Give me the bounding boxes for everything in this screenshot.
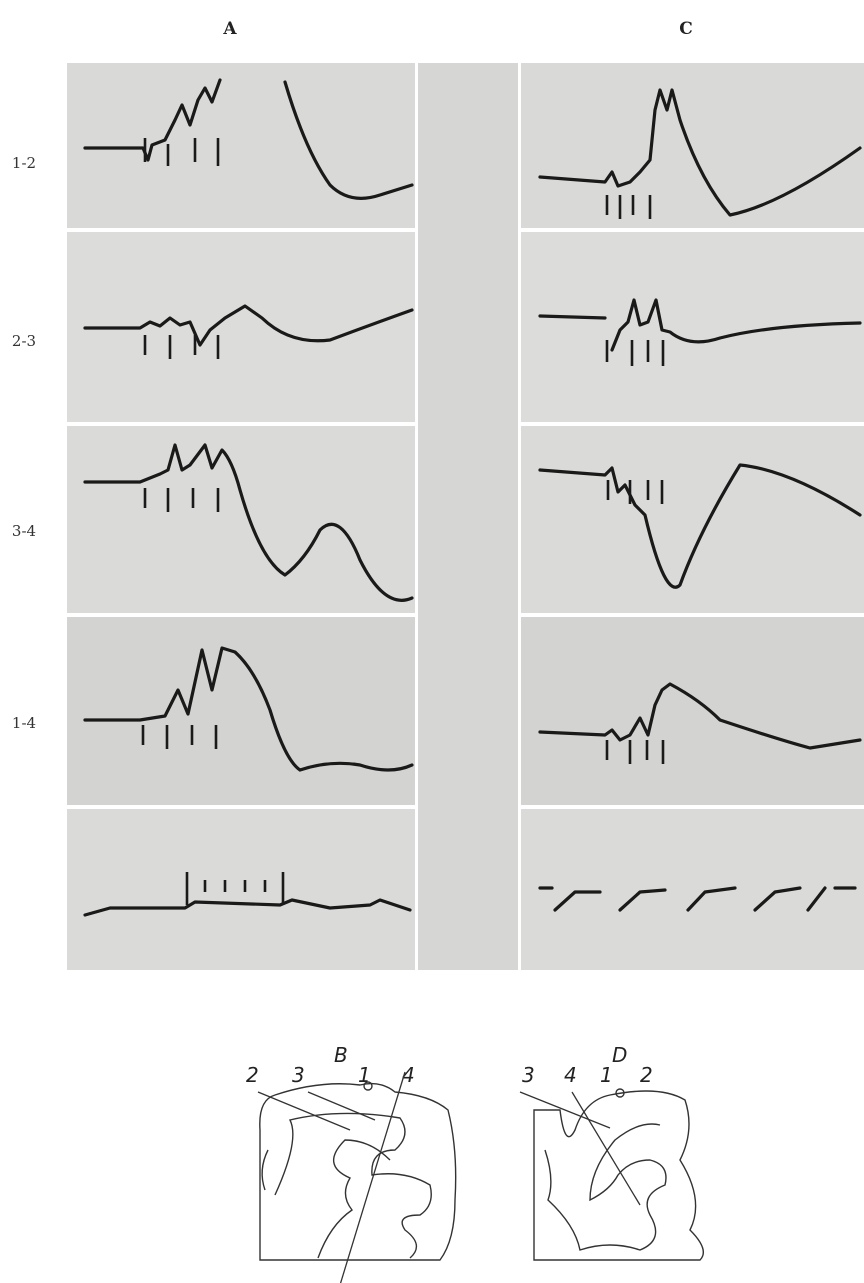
electrode-track [307, 1091, 376, 1121]
trace [83, 78, 222, 162]
trace [283, 80, 414, 200]
electrode-track [519, 1091, 611, 1129]
trace-panel [521, 63, 864, 228]
electrode-label: 4 [564, 1063, 577, 1087]
electrode-track [571, 1091, 641, 1206]
row-label: 2-3 [12, 332, 36, 350]
diagram-outline [259, 1082, 457, 1261]
electrode-label: 1 [358, 1063, 371, 1087]
diagram-outline [317, 1139, 391, 1259]
electrode-track [257, 1091, 351, 1131]
trace [538, 298, 862, 352]
trace-panel [521, 617, 864, 805]
diagram-outline [533, 1090, 704, 1261]
trace-panel [67, 617, 415, 805]
diagram-outline [274, 1112, 432, 1259]
electrode-tip [615, 1088, 625, 1098]
trace [538, 682, 862, 750]
electrode-label: 3 [292, 1063, 305, 1087]
trace-panel [521, 426, 864, 613]
diagram-outline [261, 1149, 269, 1191]
electrode-label: 2 [640, 1063, 653, 1087]
row-label: 1-2 [12, 154, 36, 172]
electrode-label: 3 [522, 1063, 535, 1087]
trace-panel [521, 809, 864, 970]
column-label: A [222, 19, 237, 39]
trace-panel [67, 809, 415, 970]
trace-panel [67, 63, 415, 228]
diagram-label: D [612, 1043, 627, 1067]
trace [83, 898, 412, 917]
trace [538, 886, 857, 912]
trace-panel [521, 232, 864, 422]
electrode-track [339, 1071, 406, 1283]
diagram-outline [544, 1123, 667, 1251]
trace [83, 304, 414, 347]
trace-panel [67, 426, 415, 613]
diagram-label: B [334, 1043, 348, 1067]
electrode-tip [363, 1081, 373, 1091]
row-label: 1-4 [12, 714, 36, 732]
electrode-label: 1 [600, 1063, 613, 1087]
trace [83, 443, 414, 602]
trace [538, 463, 862, 589]
divider-strip [418, 63, 518, 970]
column-label: C [679, 19, 693, 39]
row-label: 3-4 [12, 522, 36, 540]
electrode-label: 2 [246, 1063, 259, 1087]
electrode-label: 4 [402, 1063, 415, 1087]
trace [538, 88, 862, 217]
trace [83, 646, 414, 772]
